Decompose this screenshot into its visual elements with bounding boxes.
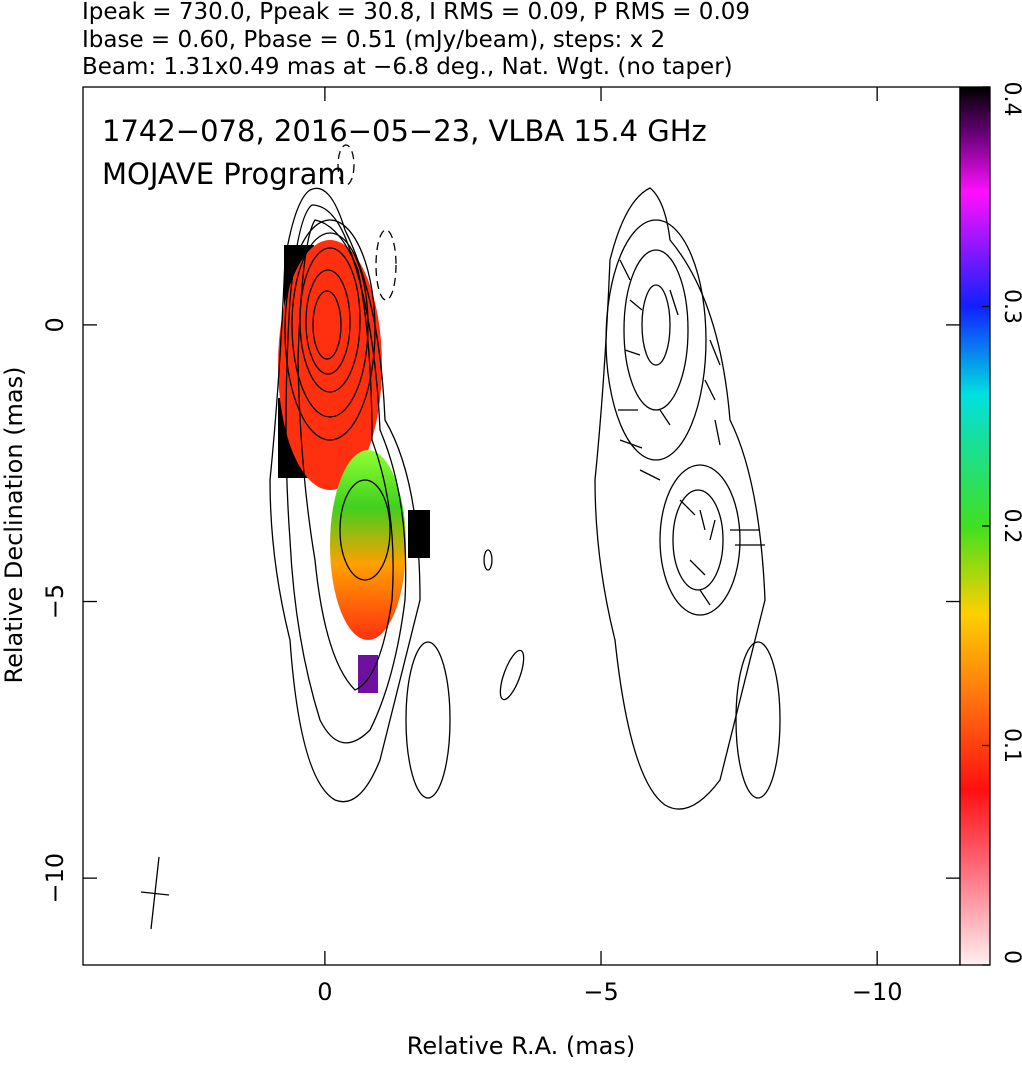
beam xyxy=(140,856,170,930)
x-tick-label: −5 xyxy=(583,978,618,1006)
colorbar-tick-label: 0.2 xyxy=(999,509,1022,544)
contour xyxy=(305,269,351,375)
contour xyxy=(641,284,671,366)
contour xyxy=(594,187,766,810)
pixels xyxy=(408,510,430,558)
pol-ticks xyxy=(618,259,765,606)
y-tick-label: 0 xyxy=(41,317,69,332)
contour xyxy=(339,479,391,581)
contours-p xyxy=(594,187,781,810)
x-axis-label: Relative R.A. (mas) xyxy=(407,1032,635,1060)
colorbar-tick-label: 0.1 xyxy=(999,728,1022,763)
contour xyxy=(605,219,707,461)
y-tick-label: −10 xyxy=(41,853,69,904)
y-tick-label: −5 xyxy=(41,584,69,619)
contour xyxy=(672,489,724,591)
header-line: Beam: 1.31x0.49 mas at −6.8 deg., Nat. W… xyxy=(82,54,733,80)
pol-core xyxy=(278,240,382,490)
header: Ipeak = 730.0, Ppeak = 30.8, I RMS = 0.0… xyxy=(82,0,750,80)
header-line: Ipeak = 730.0, Ppeak = 30.8, I RMS = 0.0… xyxy=(82,0,750,25)
contour-neg xyxy=(375,229,397,301)
colorbar-tick-label: 0.4 xyxy=(999,82,1022,117)
contour xyxy=(312,290,342,360)
contour xyxy=(285,204,407,744)
contours-i xyxy=(269,144,525,803)
y-axis-label: Relative Declination (mas) xyxy=(0,366,28,683)
beam-minor xyxy=(140,891,170,896)
plot-frame xyxy=(82,86,961,966)
pixels xyxy=(358,655,378,693)
colorbar-tick-label: 0.3 xyxy=(999,289,1022,324)
contour xyxy=(623,249,689,411)
x-tick-label: −10 xyxy=(852,978,903,1006)
map-title: 1742−078, 2016−05−23, VLBA 15.4 GHz xyxy=(102,114,707,148)
map-title: MOJAVE Program xyxy=(102,157,346,191)
contour xyxy=(269,187,421,803)
contour xyxy=(299,247,361,393)
contour xyxy=(499,649,525,701)
contour-neg xyxy=(337,144,355,186)
x-tick-label: 0 xyxy=(317,978,332,1006)
header-line: Ibase = 0.60, Pbase = 0.51 (mJy/beam), s… xyxy=(82,27,665,53)
contour xyxy=(284,219,376,441)
contour xyxy=(291,232,369,418)
colorbar-tick-label: 0 xyxy=(999,950,1022,964)
contour xyxy=(405,641,451,799)
contour xyxy=(297,219,394,691)
contour xyxy=(735,641,781,799)
contour xyxy=(659,464,741,616)
contour xyxy=(483,549,493,571)
